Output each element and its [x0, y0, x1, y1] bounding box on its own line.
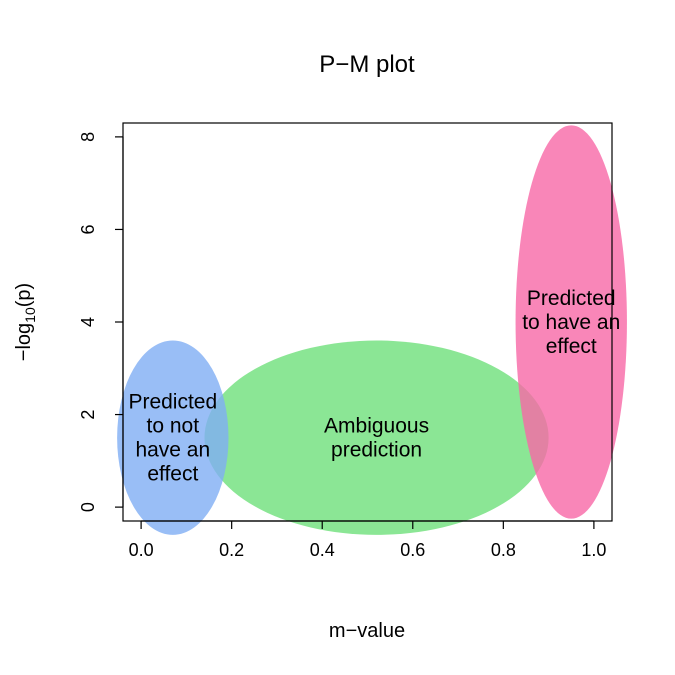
y-tick-label: 8 — [78, 132, 98, 142]
region-ellipse-ambiguous-prediction — [204, 340, 549, 535]
region-label-line: have an — [135, 439, 210, 462]
y-axis-label-prefix: −log — [13, 323, 35, 361]
region-label-line: to not — [147, 415, 200, 438]
x-tick-label: 0.8 — [491, 540, 516, 560]
x-tick-label: 0.6 — [400, 540, 425, 560]
x-tick-label: 0.4 — [310, 540, 335, 560]
x-tick-label: 1.0 — [581, 540, 606, 560]
x-tick-label: 0.0 — [129, 540, 154, 560]
y-tick-label: 6 — [78, 224, 98, 234]
y-axis: 0 2 4 6 8 — [78, 132, 124, 512]
y-axis-label: −log10(p) — [13, 283, 38, 361]
region-label-line: to have an — [522, 311, 620, 334]
x-axis: 0.0 0.2 0.4 0.6 0.8 1.0 — [129, 520, 606, 560]
y-tick-label: 2 — [78, 410, 98, 420]
region-label-line: Predicted — [527, 287, 616, 310]
y-tick-label: 0 — [78, 502, 98, 512]
regions-layer — [117, 125, 627, 535]
region-label-line: prediction — [331, 439, 422, 462]
region-label-predicted-to-have-an-effect: Predicted to have an effect — [522, 287, 620, 358]
y-axis-label-subscript: 10 — [22, 307, 38, 323]
region-label-ambiguous-prediction: Ambiguous prediction — [324, 415, 429, 462]
region-label-line: effect — [546, 335, 597, 358]
region-label-line: effect — [147, 463, 198, 486]
y-axis-label-suffix: (p) — [13, 283, 35, 307]
y-tick-label: 4 — [78, 317, 98, 327]
chart-title: P−M plot — [319, 51, 415, 78]
x-axis-label: m−value — [329, 620, 405, 642]
region-label-line: Predicted — [128, 391, 217, 414]
region-label-predicted-to-not-have-an-effect: Predicted to not have an effect — [128, 391, 217, 486]
x-tick-label: 0.2 — [219, 540, 244, 560]
region-label-line: Ambiguous — [324, 415, 429, 438]
region-ellipse-predicted-to-not-have-an-effect — [117, 340, 229, 535]
region-ellipse-predicted-to-have-an-effect — [515, 125, 627, 519]
